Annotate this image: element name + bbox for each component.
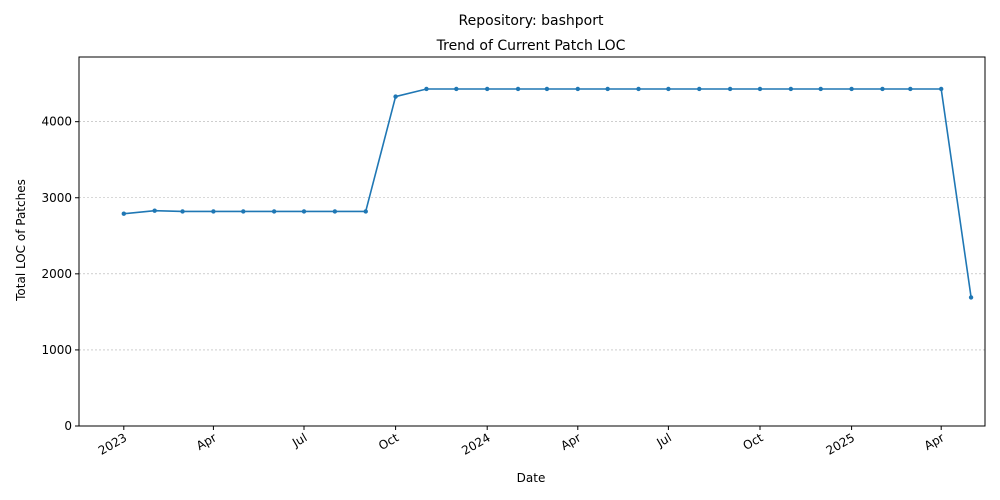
x-tick-label: Oct: [741, 430, 766, 453]
data-point: [697, 86, 702, 92]
y-tick-label: 1000: [41, 343, 72, 357]
y-tick-label: 3000: [41, 191, 72, 205]
data-point: [121, 211, 127, 216]
data-point: [757, 86, 763, 92]
data-point: [211, 209, 216, 214]
data-point: [393, 94, 398, 99]
data-point: [968, 295, 974, 300]
data-point: [484, 86, 490, 92]
plot-frame: [78, 56, 986, 427]
data-point: [605, 86, 610, 92]
data-point: [636, 86, 641, 92]
x-tick-label: Apr: [194, 430, 219, 453]
data-point: [271, 209, 277, 214]
series-line: [123, 88, 972, 298]
x-tick-label: 2025: [824, 430, 857, 457]
chart-title: Repository: bashport: [459, 13, 604, 29]
data-point: [332, 209, 338, 214]
data-point: [152, 208, 157, 213]
data-point: [301, 209, 307, 214]
data-point: [788, 86, 794, 92]
data-point: [666, 86, 671, 92]
y-axis-ticks: 0 1000 2000 3000 4000: [41, 115, 79, 433]
chart-subtitle: Trend of Current Patch LOC: [436, 38, 626, 54]
y-tick-label: 4000: [41, 115, 72, 129]
x-tick-label: 2023: [96, 430, 129, 457]
data-point: [849, 86, 854, 92]
x-axis-ticks: 2023 Apr Jul Oct 2024 Apr Jul Oct 2025 Apr: [96, 426, 947, 458]
data-point: [363, 209, 368, 214]
x-tick-label: Oct: [376, 430, 401, 453]
data-point: [727, 86, 733, 92]
x-tick-label: 2024: [459, 430, 492, 457]
y-tick-label: 2000: [41, 267, 72, 281]
data-point: [424, 86, 429, 92]
data-point: [515, 86, 521, 92]
data-point: [454, 86, 459, 92]
x-axis-label: Date: [517, 471, 546, 485]
data-point: [575, 86, 580, 92]
data-point: [908, 86, 913, 92]
series-total-loc: [121, 86, 974, 300]
data-point: [938, 86, 944, 92]
data-point: [880, 86, 885, 92]
gridlines: [79, 121, 985, 351]
y-axis-label: Total LOC of Patches: [14, 179, 28, 302]
x-tick-label: Jul: [653, 430, 673, 450]
data-point: [544, 86, 550, 92]
y-tick-label: 0: [64, 419, 72, 433]
x-tick-label: Apr: [922, 430, 947, 453]
data-point: [180, 209, 185, 214]
x-tick-label: Apr: [558, 430, 583, 453]
x-tick-label: Jul: [289, 430, 309, 450]
data-point: [241, 209, 246, 214]
data-point: [818, 86, 823, 92]
